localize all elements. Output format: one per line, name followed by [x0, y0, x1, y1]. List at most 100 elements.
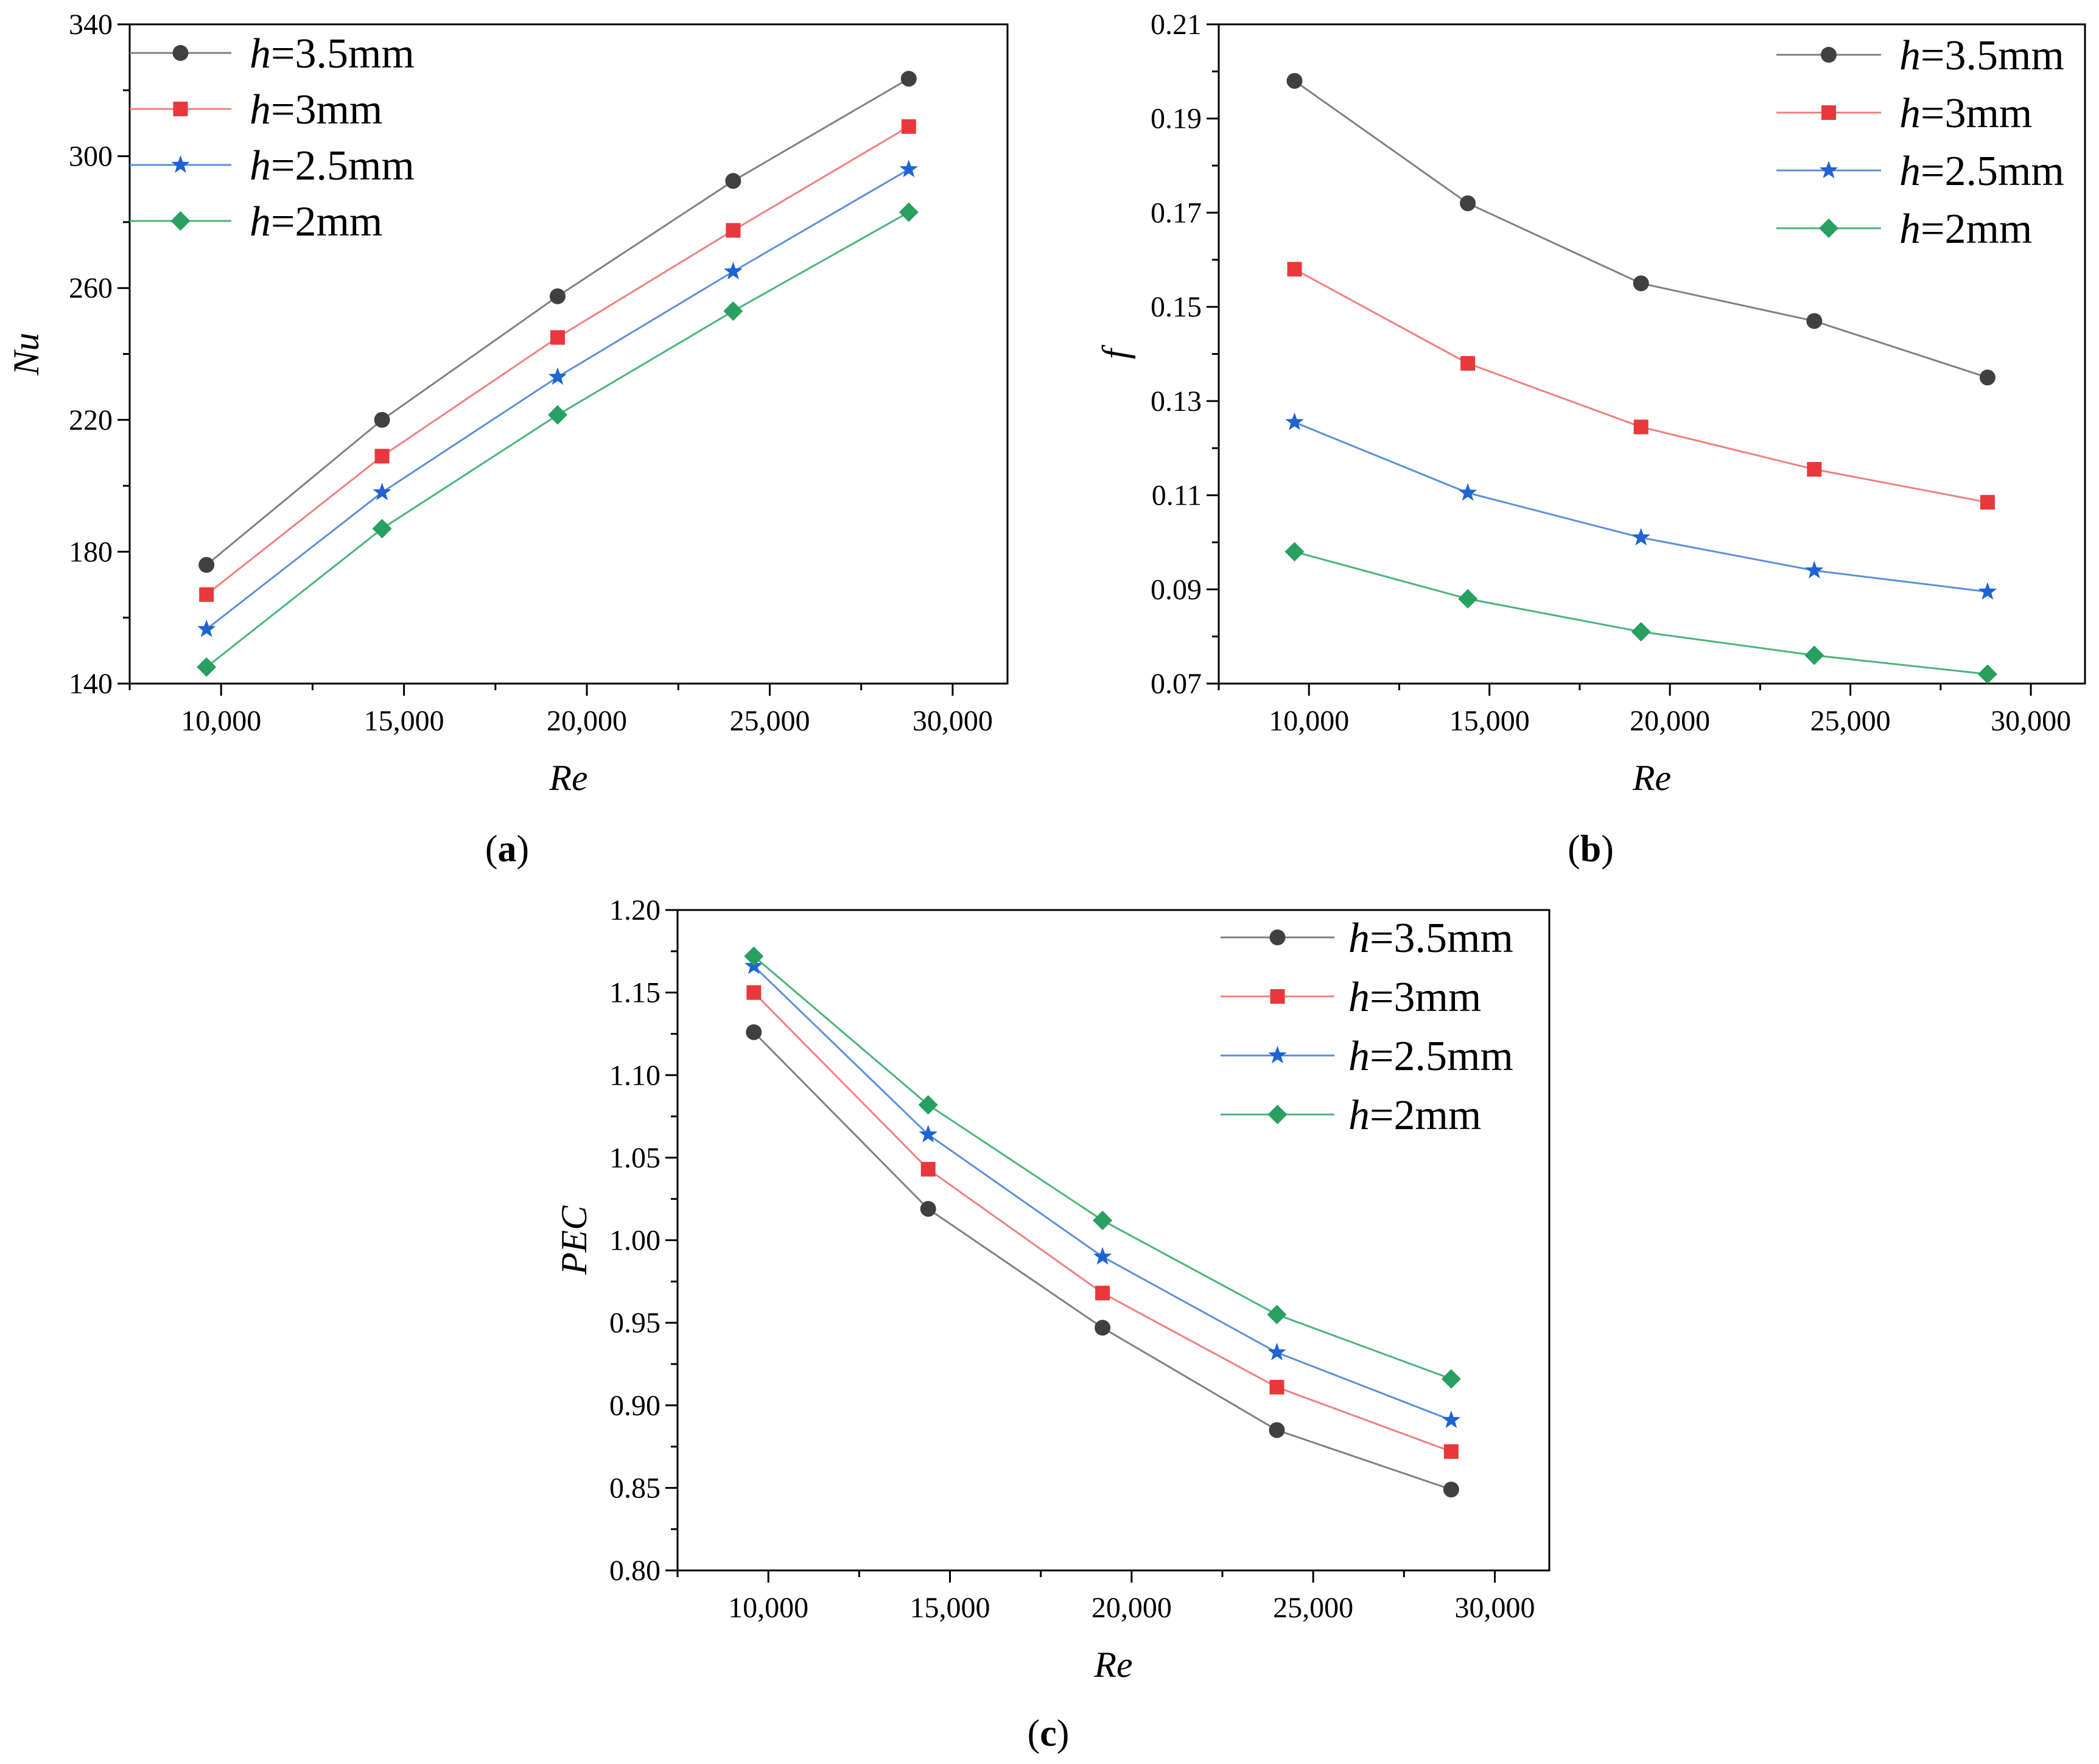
legend-entry-italic: h [1348, 1033, 1370, 1080]
data-point [724, 262, 743, 280]
data-point [899, 202, 919, 222]
legend-marker [1821, 105, 1836, 120]
legend-entry-rest: =2.5mm [1370, 1033, 1513, 1080]
y-tick-label: 300 [69, 141, 113, 173]
series-line [1294, 550, 1988, 675]
legend-entry: h=3.5mm [1899, 32, 2064, 79]
series-line [206, 125, 909, 595]
legend-entry-italic: h [1348, 974, 1370, 1021]
legend-entry: h=3mm [1348, 974, 1481, 1021]
y-axis-title: PEC [554, 1205, 594, 1275]
data-point [1977, 664, 1997, 684]
legend-entry-rest: =2mm [1370, 1092, 1481, 1139]
y-tick-label: 0.07 [1151, 668, 1202, 700]
panel-label-open: ( [1028, 1713, 1040, 1754]
data-point [900, 71, 917, 87]
x-tick-label: 25,000 [1810, 705, 1891, 737]
data-point [1631, 621, 1651, 642]
x-tick-label: 10,000 [728, 1592, 808, 1624]
series-line [1294, 268, 1988, 503]
data-point [1633, 275, 1649, 292]
data-point [901, 119, 916, 134]
legend-entry: h=3.5mm [250, 30, 415, 77]
series-line [1294, 421, 1988, 593]
legend-entry-rest: =3mm [1921, 90, 2032, 137]
data-point [1631, 528, 1650, 546]
y-tick-label: 340 [69, 9, 113, 41]
series-h=2.5mm [197, 159, 918, 637]
data-point [199, 587, 214, 602]
y-tick-label: 0.85 [609, 1472, 661, 1504]
y-axis-title: Nu [6, 332, 46, 376]
legend-entry: h=2.5mm [1899, 148, 2064, 195]
panel-label-letter: a [498, 828, 517, 870]
panel-label: (a) [485, 828, 529, 870]
data-point [198, 557, 215, 573]
series-line [753, 965, 1452, 1421]
legend-entry-italic: h [250, 142, 271, 189]
data-point [1807, 462, 1822, 477]
data-point [1441, 1369, 1461, 1389]
data-point [549, 288, 566, 304]
legend-entry: h=2mm [1899, 206, 2032, 253]
data-point [920, 1200, 936, 1217]
legend-entry-italic: h [1348, 915, 1370, 962]
y-tick-label: 140 [69, 668, 113, 700]
series-h=2.5mm [745, 956, 1461, 1429]
legend-marker [172, 45, 189, 61]
x-tick-label: 10,000 [181, 705, 261, 737]
x-axis-title: Re [548, 758, 587, 798]
legend-marker [170, 211, 191, 231]
legend-entry-rest: =3.5mm [1921, 32, 2064, 79]
panel-label-close: ) [1057, 1713, 1070, 1754]
legend-entry-italic: h [1899, 206, 1921, 253]
y-tick-label: 1.20 [609, 894, 661, 926]
data-point [1443, 1482, 1459, 1498]
legend-entry-rest: =3mm [1370, 974, 1481, 1021]
series-h=3.5mm [746, 1024, 1459, 1498]
legend-entry: h=2.5mm [250, 142, 415, 189]
legend-entry-italic: h [250, 198, 271, 245]
legend-marker [1819, 161, 1838, 178]
data-point [1285, 412, 1304, 430]
data-point [374, 411, 390, 428]
y-tick-label: 0.17 [1151, 197, 1202, 229]
data-point [918, 1095, 938, 1115]
data-point [1805, 561, 1824, 579]
data-point [1093, 1210, 1113, 1230]
y-tick-label: 0.90 [609, 1390, 661, 1422]
data-point [1284, 542, 1305, 562]
data-point [1633, 419, 1649, 435]
legend-marker [171, 155, 190, 173]
data-point [1095, 1320, 1111, 1336]
data-point [1095, 1286, 1110, 1301]
legend-entry-rest: =3.5mm [1370, 915, 1513, 962]
data-point [1458, 483, 1477, 501]
data-point [1286, 72, 1303, 89]
y-tick-label: 0.19 [1151, 103, 1202, 135]
chart-panel-c: 10,000 15,000 20,000 25,000 30,000 0.80 0.85 0.… [554, 894, 1551, 1754]
y-tick-label: 1.00 [609, 1225, 661, 1257]
x-tick-label: 15,000 [1449, 705, 1530, 737]
legend-marker [1268, 1046, 1287, 1063]
data-point [374, 449, 390, 464]
legend-entry-italic: h [1348, 1092, 1370, 1139]
data-point [899, 159, 918, 178]
x-axis-title: Re [1632, 758, 1671, 798]
legend-entry-italic: h [250, 30, 271, 77]
series-h=3.5mm [198, 71, 917, 573]
legend-marker [1267, 1105, 1288, 1124]
legend-entry-italic: h [1899, 148, 1921, 195]
panel-label: (b) [1568, 828, 1614, 870]
legend-entry: h=3mm [1899, 90, 2032, 137]
y-tick-label: 1.10 [609, 1059, 661, 1091]
x-tick-label: 30,000 [1991, 705, 2071, 737]
series-h=2mm [744, 946, 1461, 1389]
data-point [746, 985, 762, 1000]
legend-entry-rest: =2mm [1921, 206, 2032, 253]
data-point [550, 330, 565, 345]
panel-label-close: ) [517, 828, 530, 870]
data-point [723, 301, 743, 321]
panel-label-open: ( [485, 828, 498, 870]
